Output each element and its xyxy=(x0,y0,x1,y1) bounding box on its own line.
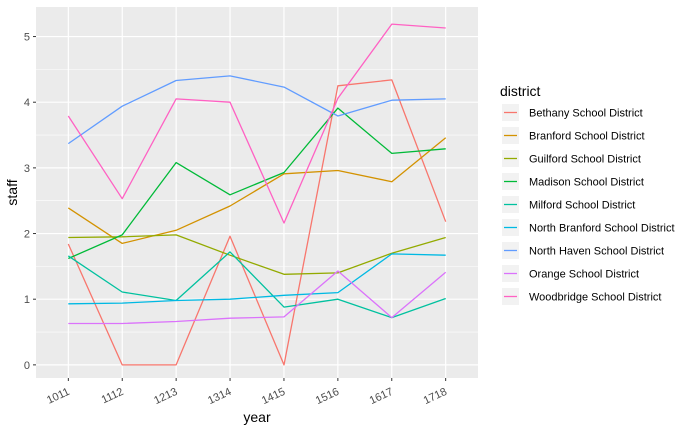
y-tick-label: 2 xyxy=(24,229,30,241)
series-line xyxy=(67,251,446,319)
legend-label: Bethany School District xyxy=(529,108,643,120)
legend-label: Milford School District xyxy=(529,200,635,212)
legend-title: district xyxy=(500,83,541,99)
series-line xyxy=(68,107,446,260)
panel-background xyxy=(36,7,478,378)
series-line xyxy=(68,253,446,305)
legend-label: Guilford School District xyxy=(529,154,641,166)
y-tick-label: 4 xyxy=(24,97,30,109)
legend-label: North Branford School District xyxy=(529,223,675,235)
y-tick-label: 5 xyxy=(24,32,30,44)
series-line xyxy=(67,75,446,145)
y-axis-title: staff xyxy=(4,179,20,205)
legend: district Bethany School District Branford… xyxy=(500,83,675,305)
series-line xyxy=(68,234,446,275)
y-tick-label: 0 xyxy=(24,360,30,372)
legend-label: Branford School District xyxy=(529,131,645,143)
series-line xyxy=(67,23,446,224)
legend-label: Orange School District xyxy=(529,269,639,281)
y-tick-label: 1 xyxy=(24,294,30,306)
series-line xyxy=(67,79,447,366)
series-line xyxy=(67,137,447,245)
legend-label: Madison School District xyxy=(529,177,644,189)
x-axis-title: year xyxy=(243,409,271,425)
plot-panel xyxy=(36,7,478,378)
legend-label: Woodbridge School District xyxy=(529,292,661,304)
y-tick-label: 3 xyxy=(24,163,30,175)
series-line xyxy=(68,270,447,325)
legend-label: North Haven School District xyxy=(529,246,664,258)
